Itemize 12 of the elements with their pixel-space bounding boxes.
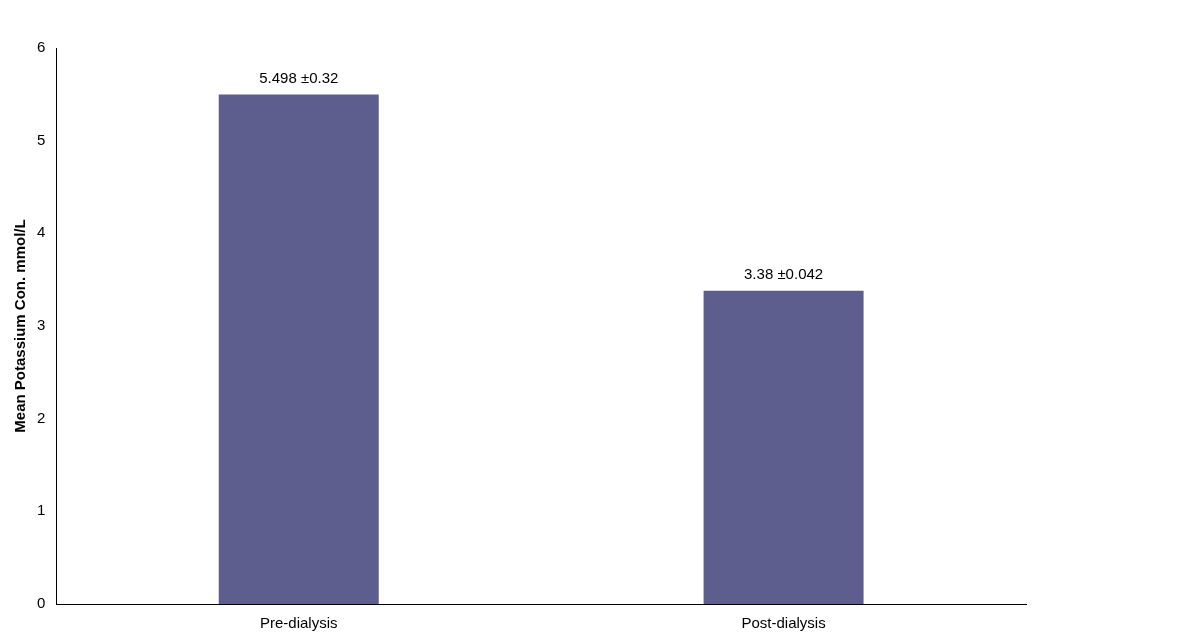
y-tick-label: 1 — [37, 501, 46, 519]
y-tick-label: 2 — [37, 408, 46, 426]
y-tick-label: 4 — [37, 223, 46, 241]
x-tick-label: Pre-dialysis — [259, 614, 338, 632]
data-label: 5.498 ±0.32 — [259, 69, 339, 87]
y-tick-label: 5 — [37, 130, 46, 148]
x-tick-label: Post-dialysis — [741, 614, 826, 632]
y-tick-label: 0 — [37, 594, 46, 612]
y-tick-label: 6 — [37, 38, 46, 56]
y-axis-title: Mean Potassium Con. mmol/L — [11, 219, 29, 433]
data-label: 3.38 ±0.042 — [744, 265, 824, 283]
y-tick-label: 3 — [37, 316, 46, 334]
